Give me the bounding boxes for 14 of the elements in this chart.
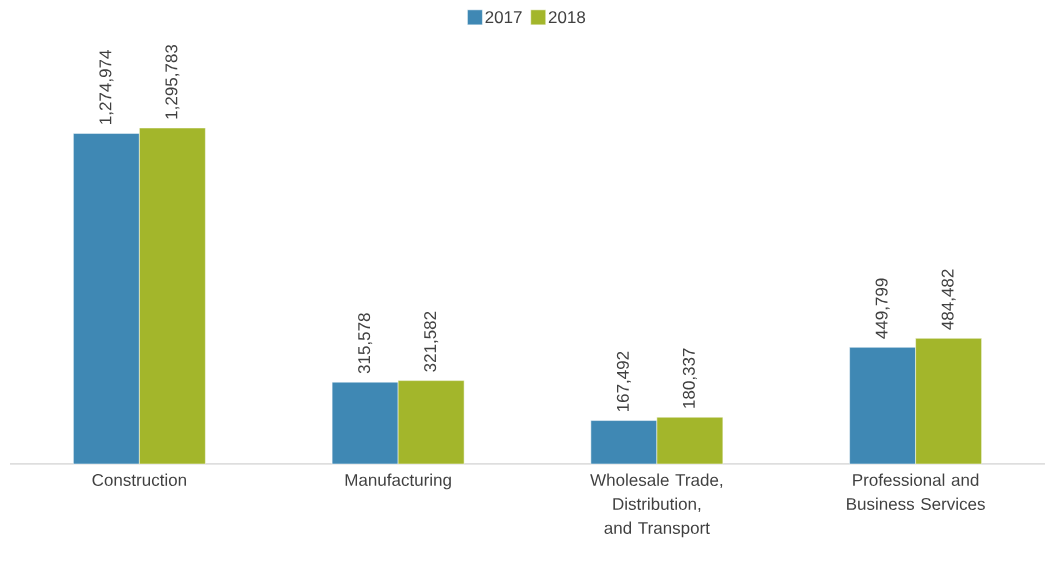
data-label: 315,578 (358, 313, 373, 374)
x-tick-label: Wholesale Trade, Distribution, and Transport (590, 473, 723, 538)
data-label: 484,482 (941, 269, 956, 330)
legend-label: 2018 (548, 11, 586, 24)
data-label: 1,274,974 (99, 50, 114, 124)
legend-label: 2017 (485, 11, 522, 24)
x-tick-label: Construction (92, 473, 186, 487)
data-label: 167,492 (616, 351, 631, 412)
x-tick-label: Professional and Business Services (847, 473, 985, 511)
data-label: 180,337 (682, 348, 697, 408)
x-tick-label: Manufacturing (345, 473, 451, 490)
data-label: 321,582 (424, 311, 439, 372)
data-label: 449,799 (875, 278, 890, 339)
data-label: 1,295,783 (165, 44, 180, 119)
